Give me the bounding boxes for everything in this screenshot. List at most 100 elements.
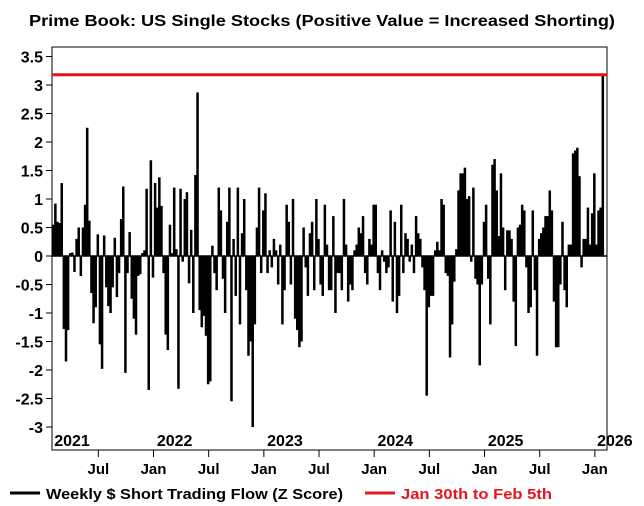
bar <box>132 256 136 319</box>
bar <box>181 256 184 262</box>
bar <box>342 199 346 256</box>
bar <box>329 256 333 291</box>
bar <box>98 256 102 345</box>
bar <box>576 147 579 256</box>
bar <box>122 186 125 256</box>
bar <box>389 210 392 256</box>
bar <box>429 256 433 296</box>
bar <box>111 256 114 288</box>
bar <box>315 199 318 256</box>
bar <box>198 256 201 311</box>
bar <box>204 256 208 336</box>
bar <box>397 256 401 296</box>
year-label: 2022 <box>157 433 193 450</box>
bar <box>179 188 182 256</box>
bar <box>469 256 473 262</box>
bar <box>412 256 416 274</box>
bar <box>516 227 520 256</box>
bar <box>480 256 484 285</box>
bar <box>336 256 339 274</box>
bar <box>376 256 380 274</box>
bar <box>192 256 195 313</box>
month-tick-label: Jan <box>251 461 277 478</box>
bar <box>62 256 66 329</box>
bar <box>302 227 305 256</box>
bar <box>304 256 308 268</box>
bar <box>542 227 545 256</box>
bar <box>380 250 384 256</box>
bar <box>175 249 178 256</box>
bar <box>419 238 422 256</box>
bar <box>586 207 590 256</box>
month-tick-label: Jul <box>198 461 220 478</box>
month-tick-label: Jul <box>529 461 551 478</box>
bar <box>554 256 558 348</box>
bar <box>64 256 68 362</box>
bar <box>270 256 274 268</box>
bar <box>289 256 293 285</box>
bar <box>463 167 467 256</box>
bar <box>196 92 199 256</box>
bar <box>209 256 212 382</box>
bar <box>232 238 235 256</box>
bar <box>147 256 150 390</box>
bar <box>85 127 89 256</box>
bar <box>58 222 61 256</box>
bar <box>425 256 428 396</box>
bar <box>512 256 515 302</box>
bar <box>499 173 503 256</box>
bar <box>200 256 204 328</box>
bar <box>291 199 295 256</box>
bar <box>264 193 267 256</box>
bar <box>414 216 418 256</box>
bar <box>595 244 598 256</box>
bar <box>183 199 187 256</box>
bar <box>245 256 248 291</box>
year-label: 2026 <box>597 433 633 450</box>
bar <box>599 207 602 256</box>
bar <box>249 256 252 342</box>
bar <box>372 204 375 256</box>
legend: Weekly $ Short Trading Flow (Z Score) Ja… <box>10 486 552 503</box>
bar <box>474 256 477 279</box>
bar <box>421 256 424 268</box>
bar <box>293 256 297 319</box>
bar <box>387 256 390 268</box>
bar <box>446 256 450 276</box>
bar <box>408 256 411 262</box>
bar <box>215 256 218 291</box>
bar <box>117 256 121 274</box>
y-tick-label: 3.5 <box>21 50 43 67</box>
bar <box>444 256 448 274</box>
bar <box>565 256 568 308</box>
bar <box>274 250 278 256</box>
bar <box>569 244 573 256</box>
bar <box>525 256 528 268</box>
bar <box>402 256 405 274</box>
bar <box>506 230 509 256</box>
bar <box>327 256 331 291</box>
bar <box>361 216 365 256</box>
bar <box>436 241 439 256</box>
bar <box>317 238 320 256</box>
bar <box>416 233 420 256</box>
bar <box>465 199 469 256</box>
bar <box>588 244 592 256</box>
bar <box>523 210 526 256</box>
bar <box>453 256 456 282</box>
bar <box>442 204 445 256</box>
bar <box>160 205 163 256</box>
bar <box>128 232 131 256</box>
bar <box>597 210 600 256</box>
bar <box>308 233 312 256</box>
bar <box>518 224 522 256</box>
bar <box>491 164 494 256</box>
bar <box>236 187 240 256</box>
chart-title: Prime Book: US Single Stocks (Positive V… <box>29 13 615 30</box>
bar <box>556 256 560 348</box>
bar <box>279 244 282 256</box>
bar <box>194 175 197 256</box>
bar <box>325 244 329 256</box>
bar <box>493 159 496 256</box>
